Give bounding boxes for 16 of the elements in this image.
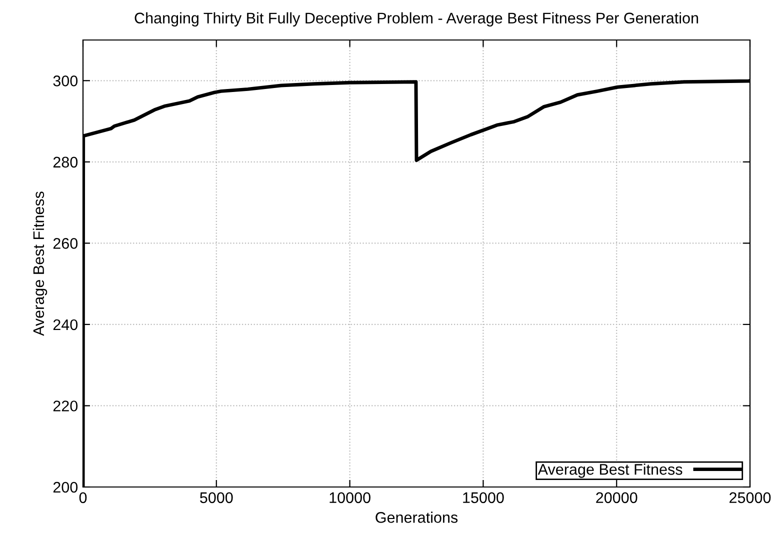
y-tick-label: 240: [53, 319, 78, 330]
y-tick-label: 260: [53, 238, 78, 249]
y-tick-label: 220: [53, 400, 78, 412]
legend-label: Average Best Fitness: [538, 464, 682, 478]
x-tick-label: 0: [79, 492, 87, 504]
x-axis-title: Generations: [376, 512, 458, 523]
y-tick-label: 280: [53, 156, 78, 168]
x-tick-label: 20000: [596, 492, 638, 504]
x-tick-label: 25000: [730, 492, 771, 504]
chart-title: Changing Thirty Bit Fully Deceptive Problem - Average Best Fitness Per Generation: [134, 12, 698, 27]
x-tick-label: 10000: [330, 492, 370, 504]
x-tick-label: 15000: [463, 492, 504, 504]
x-tick-label: 5000: [200, 492, 233, 504]
y-tick-label: 200: [53, 482, 78, 493]
y-axis-title: Average Best Fitness: [32, 192, 48, 336]
y-tick-label: 300: [53, 76, 78, 86]
